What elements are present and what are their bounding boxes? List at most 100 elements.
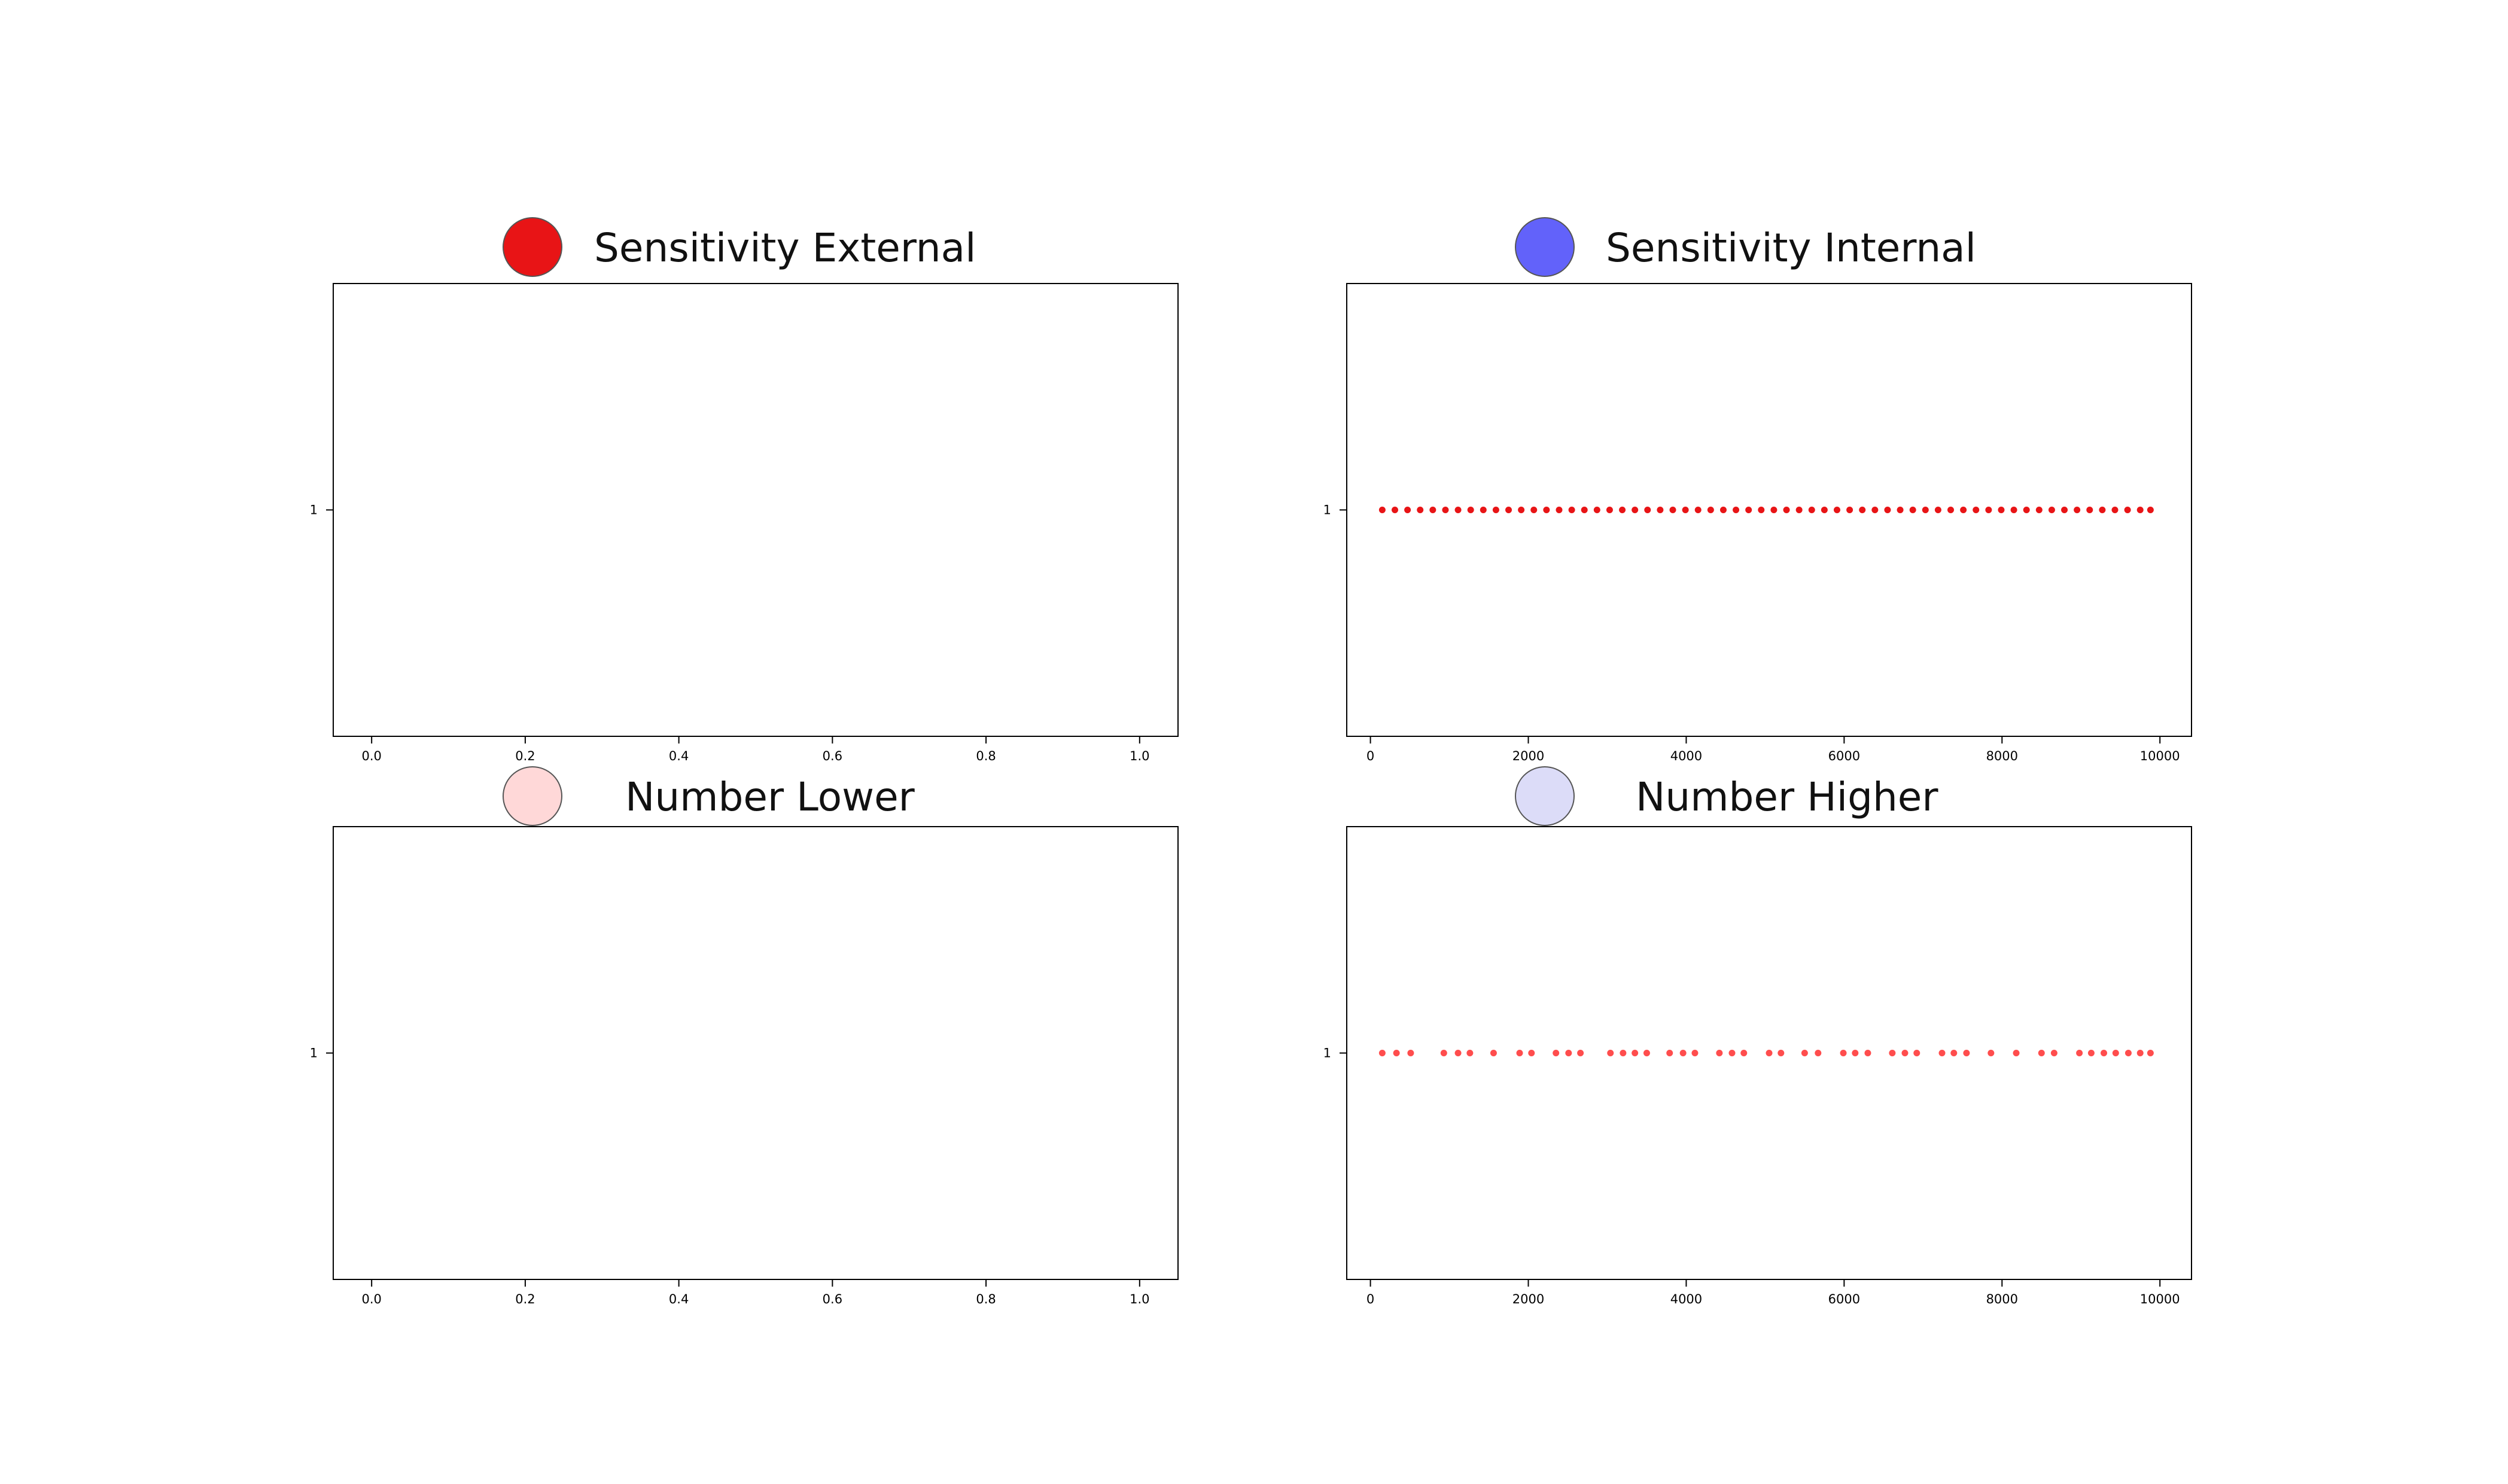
data-point — [1593, 507, 1600, 513]
data-point — [1606, 507, 1613, 513]
data-point — [1733, 507, 1740, 513]
legend-item-sensitivity-external: Sensitivity External — [503, 217, 976, 277]
x-tick-label: 0.4 — [669, 749, 689, 763]
data-point — [1998, 507, 2005, 513]
plot-3: 0.0 0.2 0.4 0.6 0.8 1.0 1 — [310, 826, 1179, 1306]
data-point — [1553, 1050, 1560, 1056]
data-point — [1440, 1050, 1447, 1056]
data-point — [1973, 507, 1980, 513]
data-point — [1728, 1050, 1736, 1056]
data-point — [1556, 507, 1563, 513]
data-point — [2035, 507, 2043, 513]
x-tick-label: 8000 — [1986, 749, 2018, 763]
data-point — [1516, 1050, 1523, 1056]
data-point — [2074, 507, 2081, 513]
data-point — [1913, 1050, 1920, 1056]
data-point — [1985, 507, 1992, 513]
data-point — [1938, 1050, 1946, 1056]
y-tick-label: 1 — [1323, 1046, 1331, 1061]
legend-marker-sensitivity-external — [503, 217, 562, 277]
data-point — [1505, 507, 1512, 513]
data-point — [1454, 507, 1462, 513]
data-point — [1404, 507, 1411, 513]
data-point — [1947, 507, 1955, 513]
x-tick-label: 6000 — [1828, 749, 1860, 763]
data-point — [1795, 507, 1803, 513]
data-point — [1846, 507, 1853, 513]
data-point — [1934, 507, 1941, 513]
data-point — [1719, 507, 1727, 513]
data-point — [2112, 1050, 2119, 1056]
data-point — [2125, 1050, 2132, 1056]
x-tick-label: 2000 — [1512, 1292, 1544, 1306]
data-point — [1429, 507, 1436, 513]
data-point — [1770, 507, 1777, 513]
data-point — [1643, 1050, 1650, 1056]
data-point — [1644, 507, 1651, 513]
data-point — [1691, 1050, 1699, 1056]
data-point — [1840, 1050, 1847, 1056]
legend-label-number-lower: Number Lower — [625, 774, 915, 820]
data-point — [1960, 507, 1967, 513]
legend-marker-sensitivity-internal — [1515, 217, 1575, 277]
legend-item-number-lower: Number Lower — [503, 766, 915, 826]
data-point — [1707, 507, 1714, 513]
x-tick-label: 0.2 — [515, 749, 535, 763]
data-point — [2010, 507, 2017, 513]
data-point — [1716, 1050, 1723, 1056]
x-tick-label: 0.0 — [361, 1292, 381, 1306]
data-point — [1987, 1050, 1995, 1056]
data-point — [1950, 1050, 1958, 1056]
data-point — [1777, 1050, 1785, 1056]
data-point — [1901, 1050, 1909, 1056]
x-tick-label: 6000 — [1828, 1292, 1860, 1306]
data-point — [1577, 1050, 1584, 1056]
x-tick-label: 4000 — [1670, 1292, 1702, 1306]
x-tick-label: 10000 — [2140, 749, 2180, 763]
data-point — [1666, 1050, 1673, 1056]
data-point — [1454, 1050, 1462, 1056]
x-tick-label: 0 — [1366, 1292, 1374, 1306]
data-point — [2136, 1050, 2144, 1056]
data-point — [1565, 1050, 1572, 1056]
legend-item-sensitivity-internal: Sensitivity Internal — [1515, 217, 1976, 277]
data-point — [2048, 507, 2055, 513]
plot-4: 0 2000 4000 6000 8000 10000 1 — [1323, 826, 2192, 1306]
data-point — [1871, 507, 1879, 513]
x-tick-label: 0.2 — [515, 1292, 535, 1306]
data-point — [1530, 507, 1538, 513]
x-tick-label: 0.8 — [976, 1292, 996, 1306]
data-point — [1897, 507, 1904, 513]
data-point — [1543, 507, 1550, 513]
x-tick-label: 10000 — [2140, 1292, 2180, 1306]
data-point — [1682, 507, 1689, 513]
data-point — [2086, 507, 2093, 513]
data-point — [1963, 1050, 1970, 1056]
data-point — [1758, 507, 1765, 513]
x-tick-label: 0.0 — [361, 749, 381, 763]
data-point — [2050, 1050, 2057, 1056]
data-point — [1619, 507, 1626, 513]
data-point — [2099, 507, 2106, 513]
data-point — [1442, 507, 1449, 513]
y-tick-label: 1 — [310, 1046, 318, 1061]
data-point — [1679, 1050, 1687, 1056]
data-point — [1391, 507, 1398, 513]
legend-label-number-higher: Number Higher — [1636, 774, 1938, 820]
legend-marker-number-lower — [503, 766, 562, 826]
data-point — [1859, 507, 1866, 513]
data-point — [1889, 1050, 1896, 1056]
plot-1: 0.0 0.2 0.4 0.6 0.8 1.0 1 — [310, 283, 1179, 763]
x-tick-label: 1.0 — [1130, 749, 1149, 763]
data-point — [1607, 1050, 1614, 1056]
data-point — [2023, 507, 2030, 513]
data-point — [1669, 507, 1676, 513]
data-point — [2061, 507, 2068, 513]
data-point — [1909, 507, 1916, 513]
data-point — [1393, 1050, 1400, 1056]
data-point — [1466, 1050, 1474, 1056]
data-point — [1864, 1050, 1871, 1056]
data-point — [1657, 507, 1664, 513]
x-tick-label: 0.8 — [976, 749, 996, 763]
